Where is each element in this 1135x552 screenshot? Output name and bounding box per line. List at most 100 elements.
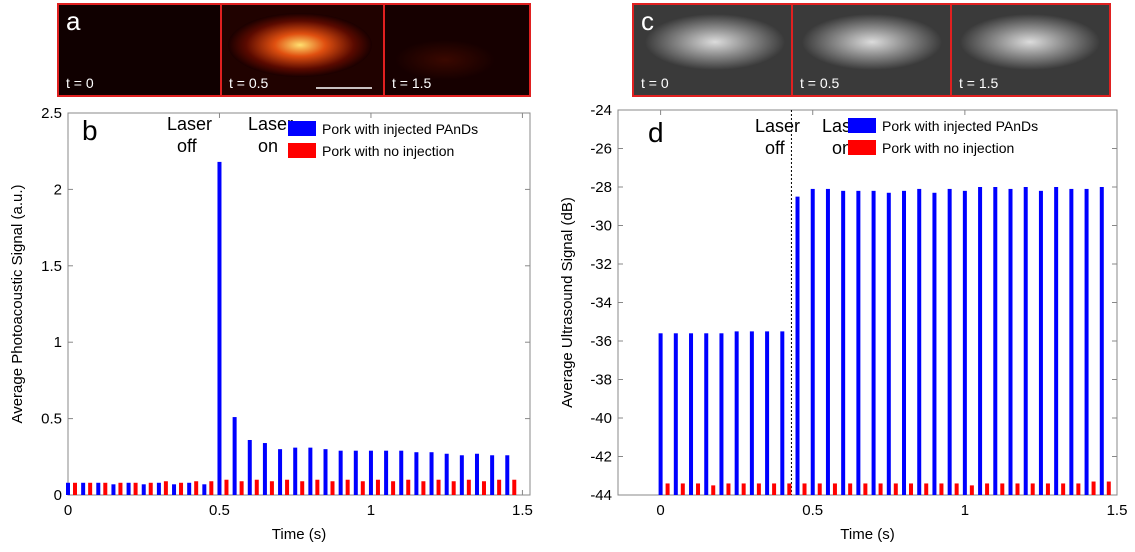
y-tick-label: 1 [54, 334, 62, 351]
bar [255, 480, 259, 495]
panel-label: d [648, 117, 664, 148]
bar [149, 483, 153, 495]
bar [985, 483, 989, 495]
bar [1039, 191, 1043, 495]
bar [735, 331, 739, 495]
y-tick-label: 2 [54, 181, 62, 198]
bar [833, 483, 837, 495]
bar [1031, 483, 1035, 495]
bar [1100, 187, 1104, 495]
bar [902, 191, 906, 495]
bar [240, 481, 244, 495]
bar [354, 451, 358, 495]
bar [681, 483, 685, 495]
bar [399, 451, 403, 495]
bar [674, 333, 678, 495]
bar [1107, 482, 1111, 495]
faint-blob [395, 40, 495, 80]
bar [894, 483, 898, 495]
legend-label: Pork with injected PAnDs [322, 121, 478, 137]
bar [88, 483, 92, 495]
tissue [960, 14, 1100, 70]
bar [308, 448, 312, 495]
annotation: Laser [167, 114, 212, 134]
bar [134, 483, 138, 495]
x-tick-label: 0 [656, 502, 664, 519]
bar [467, 480, 471, 495]
y-tick-label: 0.5 [41, 411, 62, 428]
frame-time: t = 0.5 [229, 75, 269, 91]
x-tick-label: 1 [367, 502, 375, 519]
frame-time: t = 0 [641, 75, 669, 91]
x-tick-label: 1.5 [512, 502, 533, 519]
y-tick-label: -26 [590, 141, 612, 158]
bar [932, 193, 936, 495]
frame-time: t = 0 [66, 75, 94, 91]
x-axis-label: Time (s) [840, 526, 894, 543]
bar [978, 187, 982, 495]
bar [1000, 483, 1004, 495]
legend-swatch [848, 118, 876, 133]
bar [391, 481, 395, 495]
bar [917, 189, 921, 495]
x-axis-label: Time (s) [272, 526, 326, 543]
bar [475, 454, 479, 495]
image-strip-c [633, 4, 1110, 96]
bar [202, 484, 206, 495]
bar [757, 483, 761, 495]
bar [217, 162, 221, 495]
bar [263, 443, 267, 495]
legend-swatch [288, 121, 316, 136]
bar [803, 483, 807, 495]
bar [1009, 189, 1013, 495]
bar [81, 483, 85, 495]
bar [1085, 189, 1089, 495]
legend-swatch [288, 143, 316, 158]
bar [826, 189, 830, 495]
bar [1016, 483, 1020, 495]
bar [324, 449, 328, 495]
bar [103, 483, 107, 495]
bar [430, 452, 434, 495]
bar [955, 483, 959, 495]
bar [970, 485, 974, 495]
bar [248, 440, 252, 495]
bar [285, 480, 289, 495]
bar [765, 331, 769, 495]
bar [666, 483, 670, 495]
bar [796, 197, 800, 495]
x-tick-label: 0.5 [802, 502, 823, 519]
bar [118, 483, 122, 495]
frame-time: t = 1.5 [959, 75, 999, 91]
bar [689, 333, 693, 495]
bar [811, 189, 815, 495]
signal-blob [228, 13, 372, 77]
bar [452, 481, 456, 495]
y-tick-label: 0 [54, 487, 62, 504]
y-tick-label: -36 [590, 333, 612, 350]
bar [300, 481, 304, 495]
y-axis-label: Average Ultrasound Signal (dB) [559, 197, 576, 408]
y-tick-label: -40 [590, 410, 612, 427]
bar [887, 193, 891, 495]
bar [787, 483, 791, 495]
bar [490, 455, 494, 495]
bar [331, 481, 335, 495]
annotation: Laser [248, 114, 293, 134]
bar [704, 333, 708, 495]
bar [948, 189, 952, 495]
bar [111, 484, 115, 495]
x-tick-label: 1.5 [1107, 502, 1128, 519]
bar [856, 191, 860, 495]
bar [1061, 483, 1065, 495]
annotation: on [258, 136, 278, 156]
bar [339, 451, 343, 495]
bar [445, 454, 449, 495]
bar [1092, 482, 1096, 495]
x-tick-label: 1 [961, 502, 969, 519]
bar [719, 333, 723, 495]
y-tick-label: -32 [590, 256, 612, 273]
bar [127, 483, 131, 495]
strip-label: a [66, 6, 81, 36]
bar [750, 331, 754, 495]
